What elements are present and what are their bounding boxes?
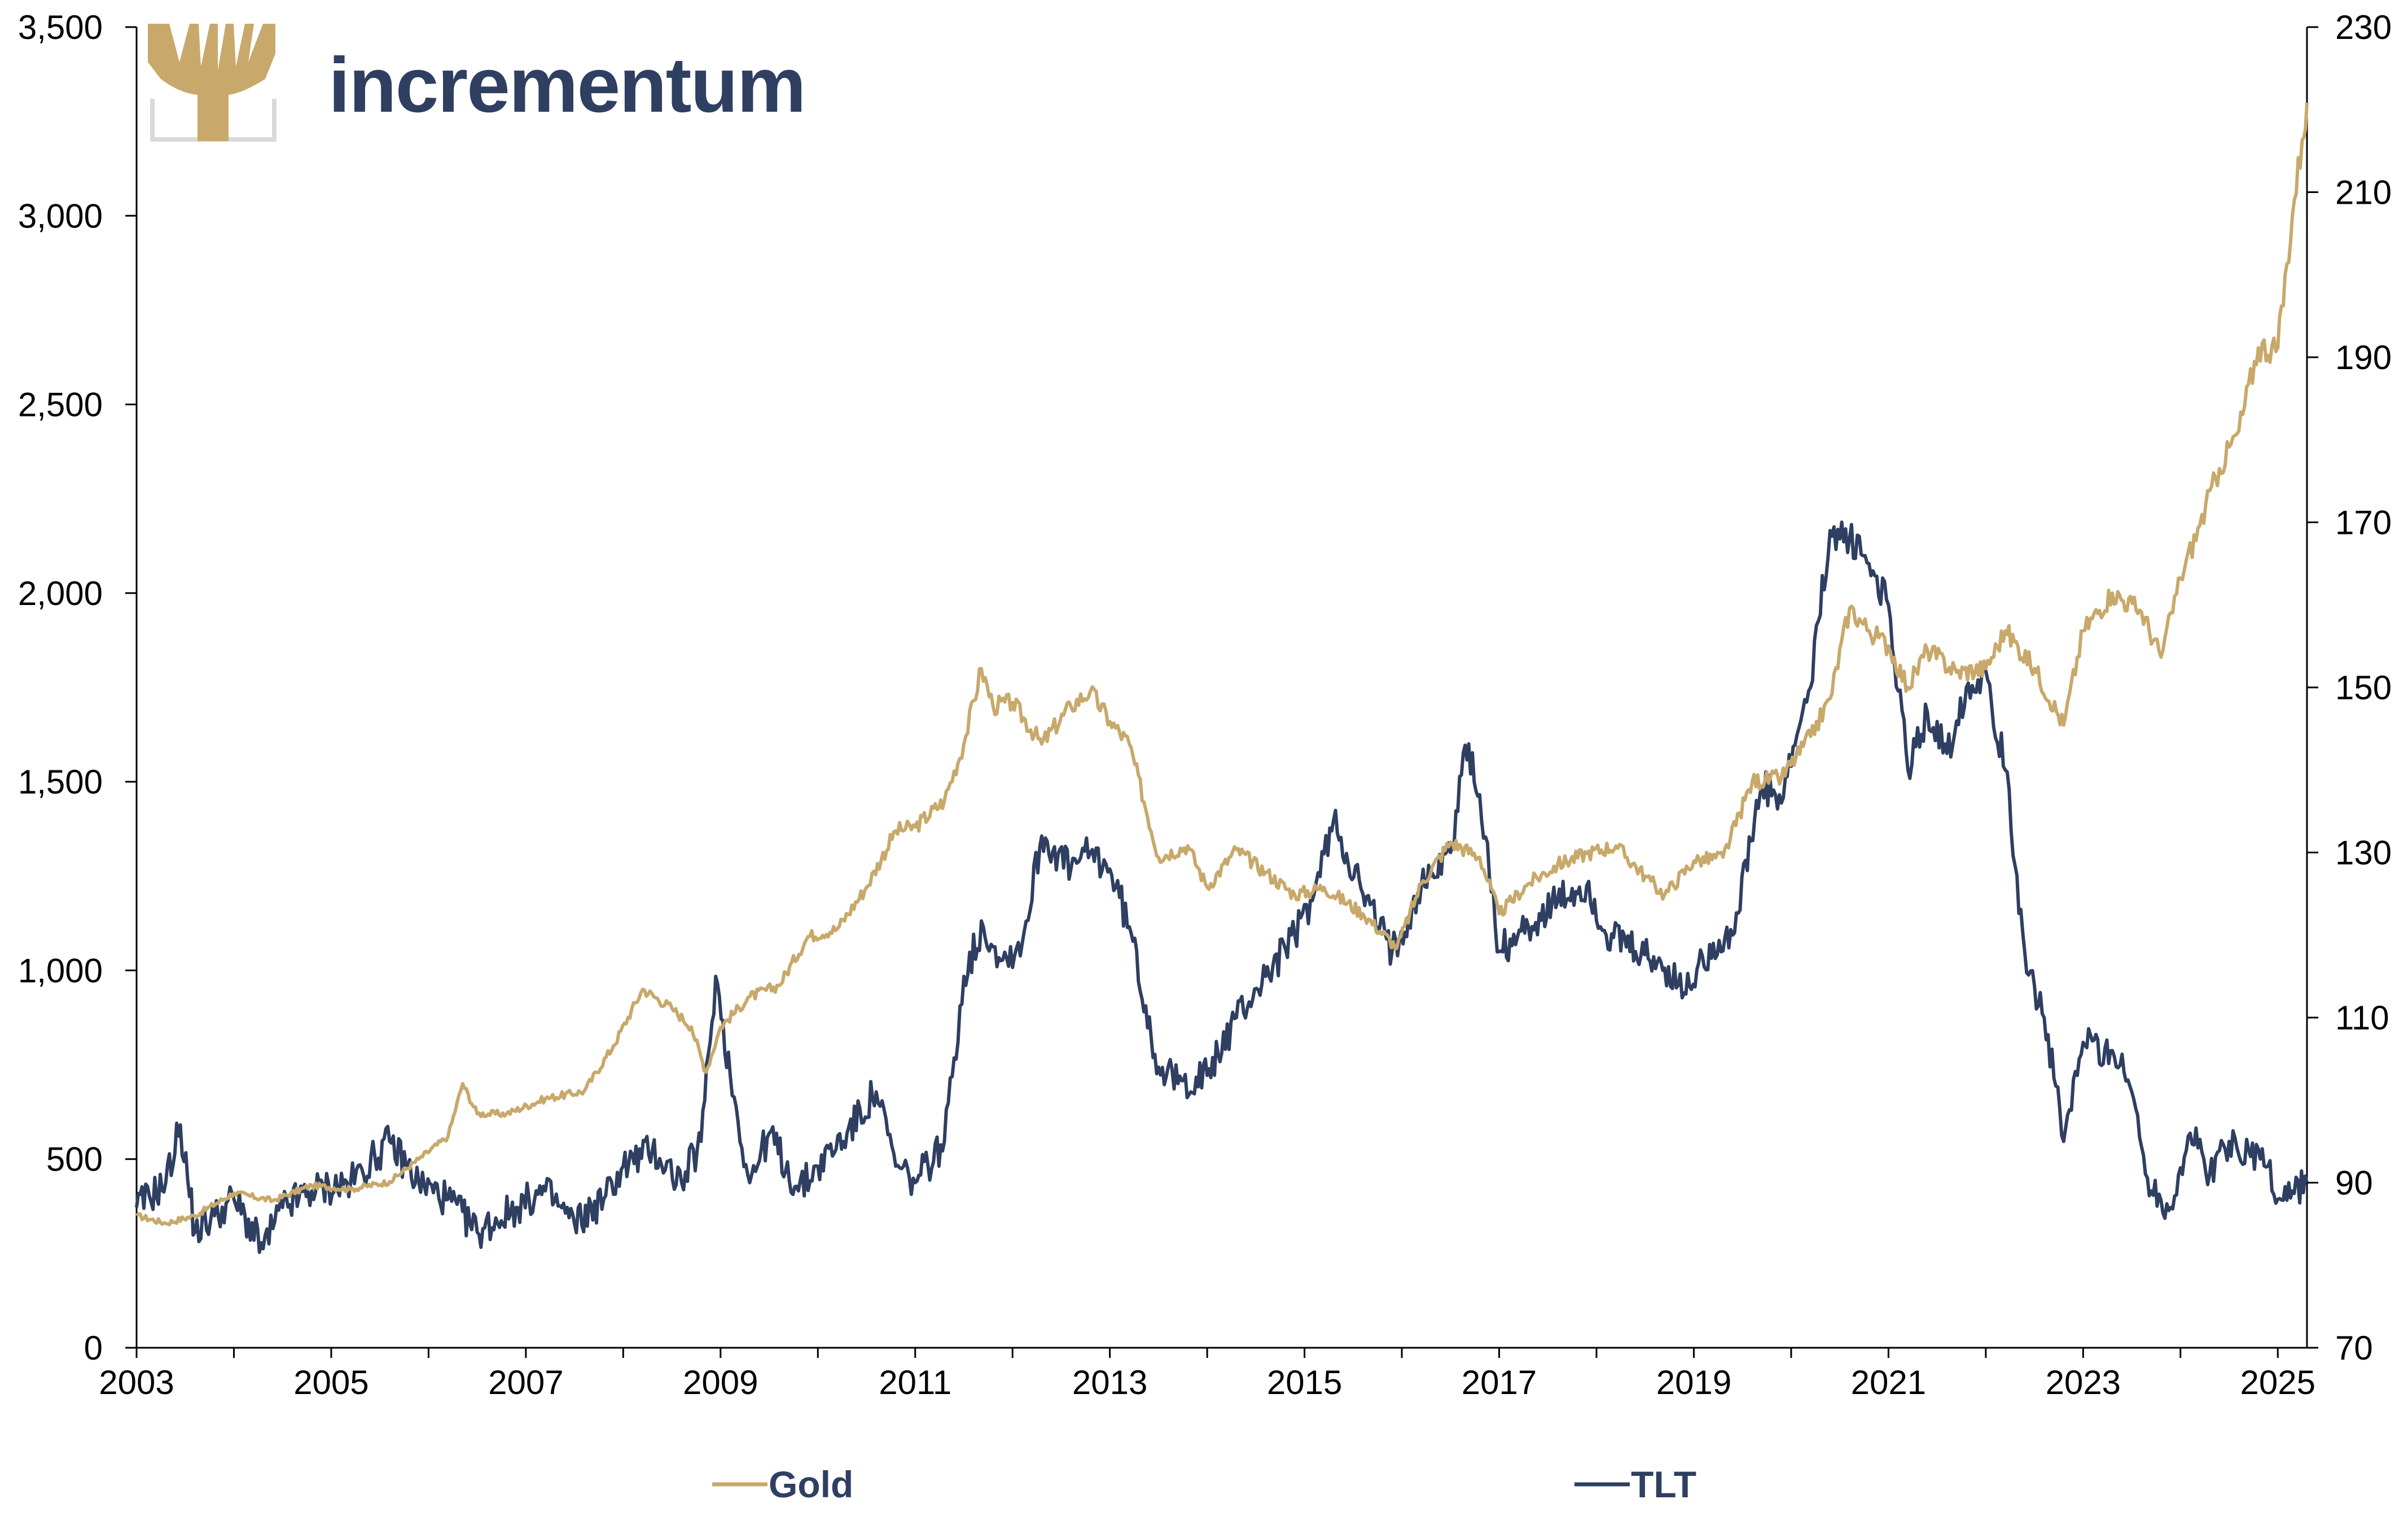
x-tick-label: 2019 [1656, 1364, 1731, 1401]
y-right-tick-label: 150 [2335, 669, 2392, 707]
axes: 0 500 1,000 1,500 2,000 2,500 3,000 3,500 70 90 11… [18, 8, 2392, 1401]
x-tick-label: 2013 [1072, 1364, 1147, 1401]
y-left-tick-label: 3,500 [18, 8, 103, 46]
x-tick-label: 2023 [2046, 1364, 2121, 1401]
y-right-tick-label: 170 [2335, 504, 2392, 542]
logo-tree-crown [148, 24, 275, 141]
x-tick-label: 2005 [293, 1364, 369, 1401]
legend-label-gold: Gold [769, 1463, 853, 1505]
y-left-tick-label: 1,500 [18, 763, 103, 801]
y-right-tick-label: 190 [2335, 339, 2392, 376]
x-tick-label: 2017 [1462, 1364, 1537, 1401]
x-tick-label: 2011 [879, 1364, 951, 1401]
brand-name: incrementum [328, 42, 805, 129]
series-line-tlt [135, 520, 2309, 1254]
x-tick-label: 2007 [488, 1364, 563, 1401]
y-left-tick-label: 2,000 [18, 575, 103, 612]
y-left-tick-label: 500 [46, 1141, 103, 1178]
y-right-tick-label: 130 [2335, 834, 2392, 872]
y-left-tick-label: 1,000 [18, 952, 103, 989]
series-line-gold [135, 102, 2309, 1226]
y-right-tick-label: 90 [2335, 1164, 2373, 1202]
y-left-tick-label: 2,500 [18, 386, 103, 424]
x-tick-label: 2009 [683, 1364, 758, 1401]
y-right-tick-label: 230 [2335, 8, 2392, 46]
brand-logo: incrementum [148, 24, 806, 142]
y-left-tick-label: 3,000 [18, 197, 103, 235]
x-tick-label: 2025 [2240, 1364, 2315, 1401]
legend: Gold TLT [712, 1463, 1696, 1505]
y-right-tick-label: 70 [2335, 1329, 2373, 1367]
y-left-tick-label: 0 [84, 1329, 103, 1367]
y-right-tick-label: 210 [2335, 174, 2392, 212]
x-tick-label: 2021 [1851, 1364, 1926, 1401]
x-tick-label: 2003 [99, 1364, 174, 1401]
series-lines [135, 102, 2309, 1254]
tree-icon [148, 24, 277, 142]
legend-label-tlt: TLT [1631, 1463, 1696, 1505]
x-tick-label: 2015 [1267, 1364, 1342, 1401]
y-right-tick-label: 110 [2335, 999, 2389, 1037]
